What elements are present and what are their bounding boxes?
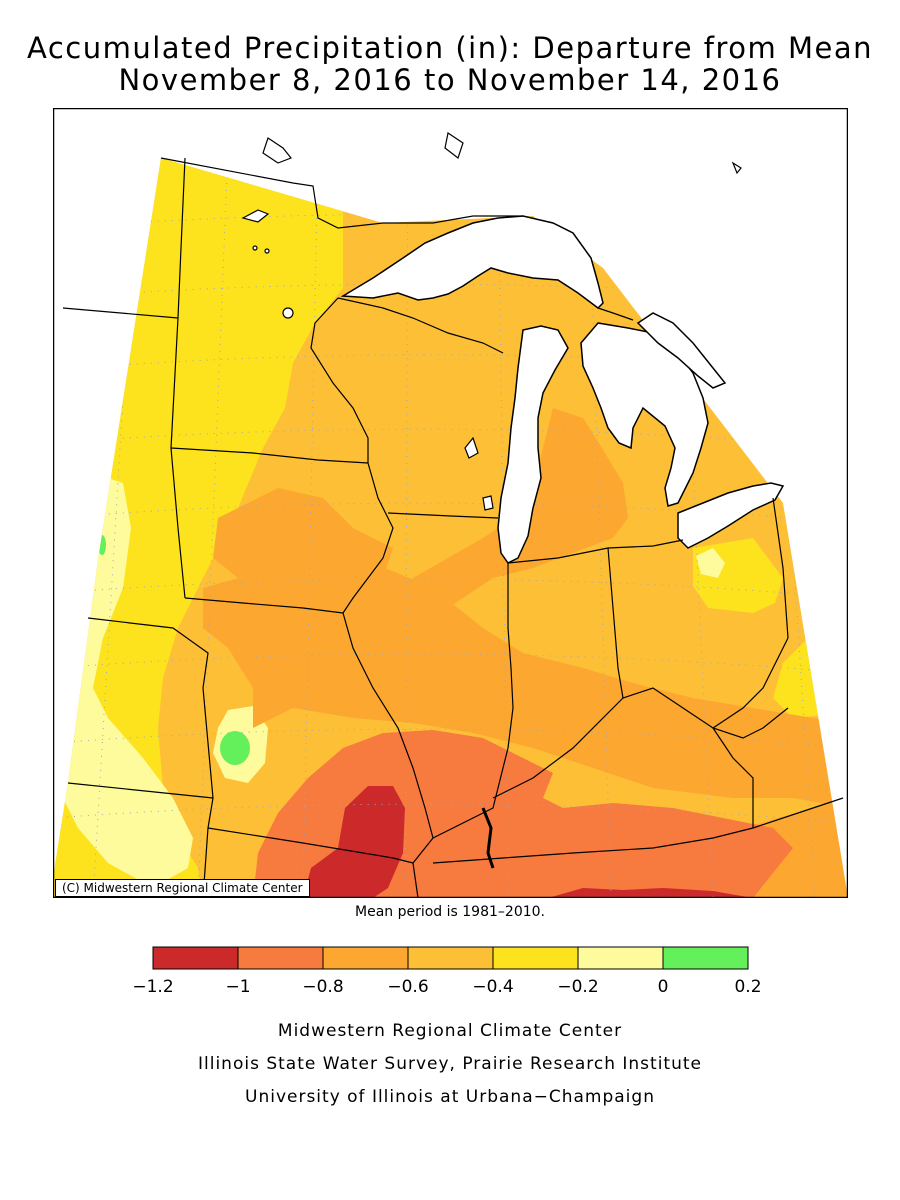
legend-tick-label: −0.8 — [302, 977, 343, 997]
map-title: Accumulated Precipitation (in): Departur… — [26, 31, 874, 65]
legend-bin — [322, 946, 409, 970]
legend-bin — [407, 946, 494, 970]
zone-orange-north — [213, 488, 393, 578]
zone-pale-ohio — [696, 548, 725, 578]
legend-bin — [152, 946, 239, 970]
map-frame — [53, 108, 848, 898]
legend-tick-label: −0.6 — [387, 977, 428, 997]
lake-islands — [241, 132, 742, 511]
legend-tick-label: −0.2 — [557, 977, 598, 997]
legend-tick-labels: −1.2 −1 −0.8 −0.6 −0.4 −0.2 0 0.2 — [132, 977, 761, 997]
precipitation-departure-map — [53, 108, 848, 898]
zone-green-iowa — [220, 731, 250, 765]
copyright-label: (C) Midwestern Regional Climate Center — [55, 879, 310, 897]
credit-mrcc: Midwestern Regional Climate Center — [277, 1021, 623, 1041]
credit-isws: Illinois State Water Survey, Prairie Res… — [198, 1054, 702, 1074]
legend-bin — [662, 946, 749, 970]
mean-period-note: Mean period is 1981–2010. — [355, 904, 545, 920]
legend-tick-label: −1.2 — [132, 977, 173, 997]
credit-uiuc: University of Illinois at Urbana−Champai… — [245, 1087, 655, 1107]
great-lakes — [340, 215, 785, 564]
lake-erie — [677, 482, 785, 549]
zone-red-tennessee — [548, 888, 753, 898]
lake-michigan — [497, 325, 569, 564]
kentucky-lake — [481, 807, 495, 869]
legend-bins — [152, 946, 749, 970]
zone-orange-central — [203, 563, 848, 808]
map-date-range: November 8, 2016 to November 14, 2016 — [118, 63, 782, 97]
legend-bin — [492, 946, 579, 970]
legend-tick-label: −1 — [225, 977, 250, 997]
georgian-bay — [636, 312, 727, 389]
color-legend: −1.2 −1 −0.8 −0.6 −0.4 −0.2 0 0.2 — [132, 946, 762, 997]
legend-tick-label: 0.2 — [734, 977, 761, 997]
legend-bin — [237, 946, 324, 970]
legend-tick-label: −0.4 — [472, 977, 513, 997]
state-boundaries — [62, 157, 844, 898]
zone-red-missouri — [303, 786, 405, 898]
legend-bin — [577, 946, 664, 970]
legend-tick-label: 0 — [658, 977, 669, 997]
